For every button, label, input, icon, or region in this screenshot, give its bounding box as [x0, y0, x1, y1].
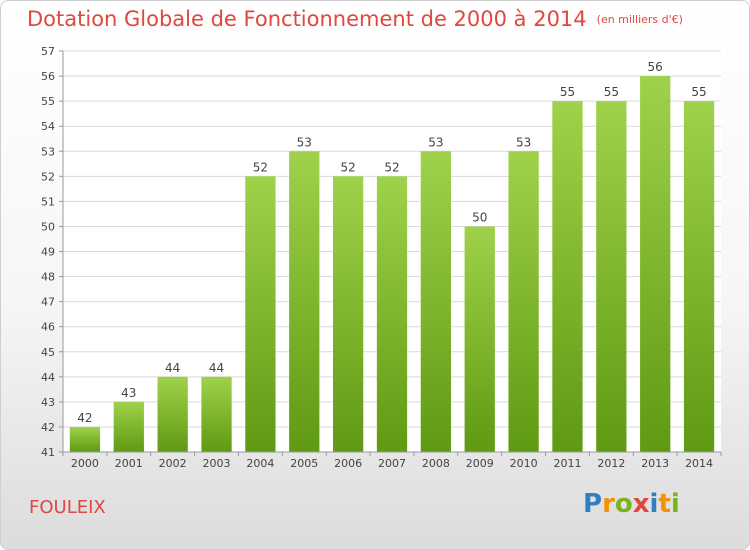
data-label: 55	[691, 85, 706, 99]
data-labels: 42 43 44 44 52 53 52 52 53 50 53 55 55 56 55	[77, 60, 706, 425]
y-tick-label: 44	[41, 371, 55, 384]
x-tick-label: 2011	[553, 457, 581, 470]
x-tick-label: 2000	[71, 457, 99, 470]
data-label: 44	[165, 361, 180, 375]
bar-2002	[157, 376, 188, 452]
data-label: 52	[384, 160, 399, 174]
y-tick-label: 46	[41, 321, 55, 334]
x-tick-label: 2008	[422, 457, 450, 470]
y-tick-label: 41	[41, 446, 55, 459]
bar-2011	[552, 101, 583, 452]
data-label: 55	[560, 85, 575, 99]
bar-2009	[464, 226, 495, 452]
y-axis: 41 42 43 44 45 46 47 48 49 50 51 52 53 54 55 56 57	[41, 45, 64, 459]
x-tick-label: 2005	[290, 457, 318, 470]
data-label: 53	[516, 135, 531, 149]
chart-title: Dotation Globale de Fonctionnement de 20…	[27, 7, 683, 31]
data-label: 53	[428, 135, 443, 149]
y-tick-label: 52	[41, 170, 55, 183]
logo-letter: o	[614, 489, 633, 519]
data-label: 56	[648, 60, 663, 74]
y-tick-label: 43	[41, 396, 55, 409]
y-tick-label: 50	[41, 220, 55, 233]
x-tick-label: 2012	[597, 457, 625, 470]
bar-2006	[332, 176, 364, 452]
bar-2014	[683, 101, 715, 452]
x-tick-label: 2004	[246, 457, 274, 470]
logo-letter: P	[583, 489, 603, 519]
y-tick-label: 49	[41, 246, 55, 259]
x-tick-label: 2007	[378, 457, 406, 470]
logo-letter: r	[602, 489, 615, 519]
x-tick-label: 2003	[203, 457, 231, 470]
bar-2004	[245, 176, 276, 452]
bar-2007	[376, 176, 408, 452]
data-label: 43	[121, 386, 136, 400]
bar-2012	[596, 101, 627, 452]
data-label: 55	[604, 85, 619, 99]
bar-2013	[640, 76, 671, 452]
y-tick-label: 54	[41, 120, 55, 133]
x-tick-label: 2013	[641, 457, 669, 470]
y-tick-label: 55	[41, 95, 55, 108]
logo-letter: i	[670, 489, 680, 519]
data-label: 50	[472, 210, 487, 224]
logo-letter: t	[658, 489, 671, 519]
y-tick-label: 53	[41, 145, 55, 158]
bar-2000	[69, 426, 101, 452]
x-axis: 2000 2001 2002 2003 2004 2005 2006 2007 2008 2009…	[62, 451, 722, 470]
data-label: 52	[253, 160, 268, 174]
x-tick-label: 2002	[159, 457, 187, 470]
y-tick-label: 47	[41, 296, 55, 309]
y-tick-label: 51	[41, 195, 55, 208]
y-tick-label: 42	[41, 421, 55, 434]
bars	[69, 76, 715, 452]
y-tick-label: 45	[41, 346, 55, 359]
x-tick-label: 2014	[685, 457, 713, 470]
y-tick-label: 56	[41, 70, 55, 83]
data-label: 42	[77, 411, 92, 425]
y-tick-label: 57	[41, 45, 55, 58]
data-label: 44	[209, 361, 224, 375]
bar-2005	[289, 151, 320, 452]
logo-letter: i	[649, 489, 659, 519]
chart-subtitle: (en milliers d'€)	[596, 13, 683, 26]
y-tick-label: 48	[41, 271, 55, 284]
data-label: 53	[297, 135, 312, 149]
x-tick-label: 2006	[334, 457, 362, 470]
bar-2001	[113, 401, 144, 452]
bar-2008	[420, 151, 452, 452]
x-tick-label: 2001	[115, 457, 143, 470]
bar-2010	[508, 151, 539, 452]
x-tick-label: 2009	[466, 457, 494, 470]
data-label: 52	[340, 160, 355, 174]
bar-2003	[201, 376, 232, 452]
logo-letter: x	[632, 489, 650, 519]
x-tick-label: 2010	[510, 457, 538, 470]
proxiti-logo[interactable]: Proxiti	[583, 489, 680, 519]
location-name: FOULEIX	[29, 497, 106, 518]
